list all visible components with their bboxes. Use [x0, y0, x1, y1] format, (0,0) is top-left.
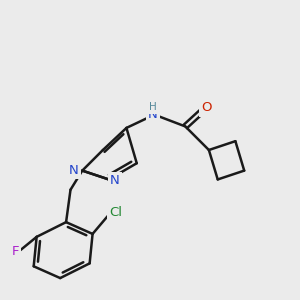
Text: H: H: [149, 102, 157, 112]
Text: N: N: [110, 174, 119, 188]
Text: N: N: [69, 164, 79, 177]
Text: Cl: Cl: [109, 206, 122, 219]
Text: O: O: [201, 101, 212, 114]
Text: N: N: [148, 108, 158, 121]
Text: F: F: [11, 245, 19, 258]
